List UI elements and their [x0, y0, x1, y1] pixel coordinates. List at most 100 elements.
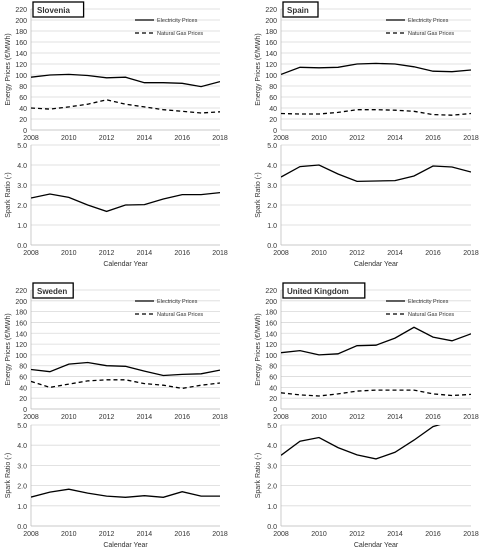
- x-tick-label: 2014: [387, 135, 403, 142]
- y-tick-label: 200: [265, 299, 277, 306]
- y-tick-label: 40: [269, 106, 277, 113]
- y-tick-label: 140: [15, 331, 27, 338]
- y-axis-label: Spark Ratio (-): [255, 172, 262, 218]
- gas-price-line: [281, 109, 471, 116]
- y-axis-label: Spark Ratio (-): [5, 453, 12, 499]
- y-tick-label: 100: [15, 353, 27, 360]
- x-tick-label: 2018: [463, 531, 479, 538]
- y-tick-label: 4.0: [267, 163, 277, 170]
- y-tick-label: 0: [23, 407, 27, 414]
- y-tick-label: 20: [19, 396, 27, 403]
- country-label-box: [32, 282, 74, 299]
- y-axis-label: Energy Prices (€/MWh): [255, 33, 262, 105]
- x-tick-label: 2012: [99, 135, 115, 142]
- x-tick-label: 2012: [99, 414, 115, 421]
- y-tick-label: 60: [269, 95, 277, 102]
- y-tick-label: 40: [19, 106, 27, 113]
- y-tick-label: 120: [15, 342, 27, 349]
- chart-panel: 0 20 40 60 80 100 120 140 160 180 200 220 2008 2010 20…: [255, 1, 479, 142]
- x-tick-label: 2016: [174, 135, 190, 142]
- x-tick-label: 2010: [311, 135, 327, 142]
- x-tick-label: 2016: [425, 250, 441, 257]
- legend-label: Natural Gas Prices: [408, 312, 454, 318]
- x-tick-label: 2008: [273, 531, 289, 538]
- x-tick-label: 2014: [137, 414, 153, 421]
- y-tick-label: 5.0: [267, 423, 277, 430]
- x-tick-label: 2008: [273, 135, 289, 142]
- country-label: Slovenia: [37, 6, 70, 15]
- x-tick-label: 2018: [212, 414, 228, 421]
- y-tick-label: 80: [269, 84, 277, 91]
- x-tick-label: 2018: [463, 414, 479, 421]
- y-tick-label: 0.0: [17, 243, 27, 250]
- gas-price-line: [281, 389, 471, 397]
- y-tick-label: 100: [265, 353, 277, 360]
- y-tick-label: 100: [265, 73, 277, 80]
- y-axis-label: Spark Ratio (-): [5, 172, 12, 218]
- x-tick-label: 2016: [174, 414, 190, 421]
- y-tick-label: 60: [19, 95, 27, 102]
- y-tick-label: 4.0: [267, 443, 277, 450]
- y-tick-label: 0.0: [267, 243, 277, 250]
- series-line: [281, 62, 471, 76]
- y-tick-label: 1.0: [17, 223, 27, 230]
- chart-panel: 0.0 1.0 2.0 3.0 4.0 5.0 2008 2010 2012 2014 2016 20…: [255, 423, 479, 549]
- x-axis-label: Calendar Year: [354, 542, 399, 549]
- chart-panel: 0 20 40 60 80 100 120 140 160 180 200 220 2008 2010 20…: [255, 282, 479, 421]
- chart-panel: 0.0 1.0 2.0 3.0 4.0 5.0 2008 2010 2012 2014 2016 20…: [5, 423, 228, 549]
- y-tick-label: 3.0: [267, 183, 277, 190]
- x-tick-label: 2012: [99, 531, 115, 538]
- y-tick-label: 3.0: [17, 463, 27, 470]
- x-axis-label: Calendar Year: [103, 542, 148, 549]
- x-axis-label: Calendar Year: [103, 261, 148, 268]
- y-tick-label: 220: [15, 288, 27, 295]
- y-tick-label: 200: [265, 18, 277, 25]
- y-tick-label: 20: [19, 117, 27, 124]
- x-tick-label: 2016: [425, 414, 441, 421]
- y-tick-label: 0: [273, 407, 277, 414]
- y-tick-label: 120: [15, 62, 27, 69]
- y-tick-label: 0: [23, 128, 27, 135]
- y-axis-label: Energy Prices (€/MWh): [5, 313, 12, 385]
- y-tick-label: 180: [265, 29, 277, 36]
- x-tick-label: 2014: [137, 250, 153, 257]
- y-tick-label: 80: [19, 364, 27, 371]
- y-tick-label: 20: [269, 117, 277, 124]
- x-tick-label: 2016: [425, 135, 441, 142]
- x-tick-label: 2018: [463, 250, 479, 257]
- y-tick-label: 5.0: [17, 143, 27, 150]
- legend-label: Natural Gas Prices: [408, 31, 454, 37]
- country-label: Sweden: [37, 287, 67, 296]
- y-tick-label: 180: [15, 29, 27, 36]
- x-tick-label: 2010: [311, 414, 327, 421]
- legend-label: Electricity Prices: [157, 299, 198, 305]
- y-tick-label: 80: [269, 364, 277, 371]
- series-line: [31, 73, 220, 88]
- country-label: United Kingdom: [287, 287, 349, 296]
- y-tick-label: 5.0: [17, 423, 27, 430]
- y-tick-label: 1.0: [267, 504, 277, 511]
- y-tick-label: 2.0: [17, 203, 27, 210]
- x-tick-label: 2008: [23, 135, 39, 142]
- x-tick-label: 2018: [212, 250, 228, 257]
- x-tick-label: 2010: [311, 250, 327, 257]
- y-tick-label: 220: [15, 7, 27, 14]
- y-tick-label: 160: [265, 40, 277, 47]
- x-tick-label: 2016: [174, 531, 190, 538]
- chart-panel: 0 20 40 60 80 100 120 140 160 180 200 220 2008 2010 20…: [5, 1, 228, 142]
- y-tick-label: 60: [269, 375, 277, 382]
- y-tick-label: 4.0: [17, 443, 27, 450]
- chart-panel: 0 20 40 60 80 100 120 140 160 180 200 220 2008 2010 20…: [5, 282, 228, 421]
- y-tick-label: 2.0: [267, 484, 277, 491]
- legend-label: Electricity Prices: [408, 299, 449, 305]
- x-tick-label: 2008: [273, 414, 289, 421]
- legend-label: Electricity Prices: [408, 18, 449, 24]
- y-tick-label: 0.0: [267, 524, 277, 531]
- y-tick-label: 180: [265, 310, 277, 317]
- y-tick-label: 200: [15, 299, 27, 306]
- x-tick-label: 2014: [137, 135, 153, 142]
- y-tick-label: 100: [15, 73, 27, 80]
- y-tick-label: 2.0: [17, 484, 27, 491]
- x-tick-label: 2014: [387, 250, 403, 257]
